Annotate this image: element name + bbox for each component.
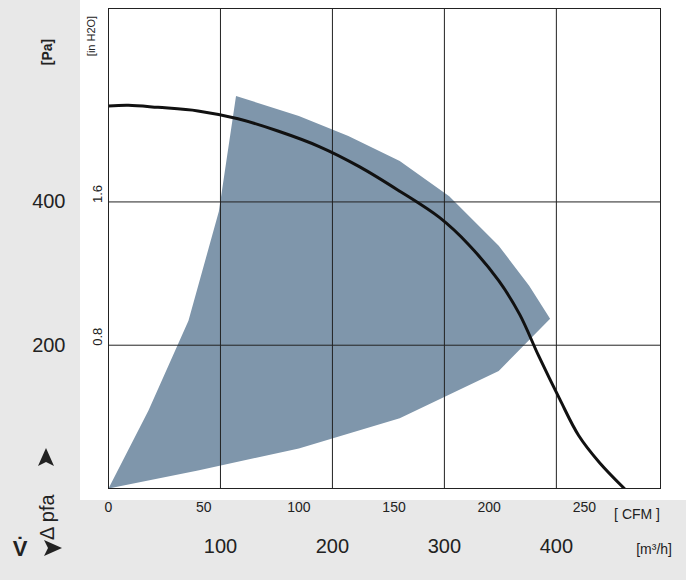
svg-text:250: 250 [573, 499, 597, 515]
svg-text:200: 200 [32, 334, 65, 356]
svg-text:[m³/h]: [m³/h] [636, 541, 672, 557]
svg-text:400: 400 [32, 190, 65, 212]
svg-text:100: 100 [204, 535, 237, 557]
svg-text:[in H2O]: [in H2O] [85, 16, 97, 56]
svg-text:300: 300 [428, 535, 461, 557]
svg-text:200: 200 [316, 535, 349, 557]
svg-text:0.8: 0.8 [90, 328, 105, 346]
svg-text:400: 400 [540, 535, 573, 557]
svg-text:150: 150 [382, 499, 406, 515]
svg-text:1.6: 1.6 [90, 185, 105, 203]
svg-text:Δ pfa: Δ pfa [36, 494, 58, 540]
svg-text:V̇: V̇ [13, 536, 28, 561]
svg-text:50: 50 [196, 499, 212, 515]
svg-text:[ CFM ]: [ CFM ] [614, 506, 660, 522]
svg-text:100: 100 [287, 499, 311, 515]
svg-text:[Pa]: [Pa] [39, 39, 55, 65]
svg-text:0: 0 [105, 499, 113, 515]
svg-text:200: 200 [478, 499, 502, 515]
